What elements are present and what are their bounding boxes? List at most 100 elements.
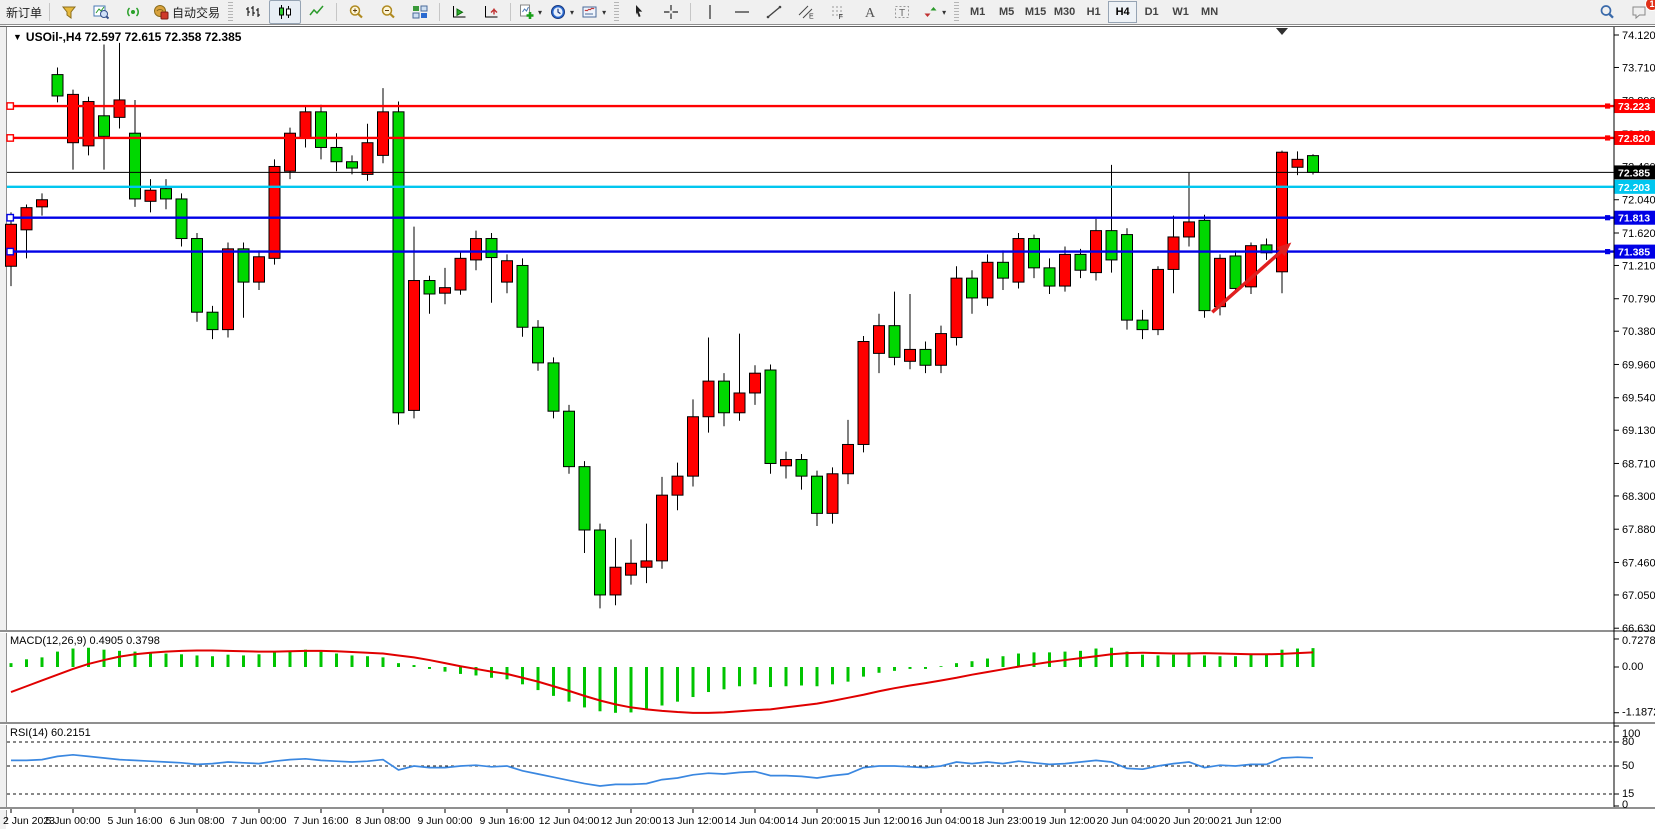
svg-text:13 Jun 12:00: 13 Jun 12:00 <box>663 815 724 827</box>
price-tick-label: 67.460 <box>1622 557 1655 569</box>
timeframe-button-m15[interactable]: M15 <box>1024 6 1047 18</box>
textT-icon: T <box>895 6 910 19</box>
price-tick-label: 69.540 <box>1622 393 1655 405</box>
svg-text:71.385: 71.385 <box>1618 247 1650 259</box>
horizontal-line-button[interactable] <box>726 0 758 24</box>
svg-text:72.203: 72.203 <box>1618 182 1650 194</box>
price-level-lines[interactable] <box>6 102 1614 256</box>
timeframe-button-d1[interactable]: D1 <box>1144 6 1159 18</box>
svg-text:7 Jun 00:00: 7 Jun 00:00 <box>232 815 287 827</box>
timeframe-button-m30[interactable]: M30 <box>1053 6 1076 18</box>
vertical-line-button[interactable] <box>694 0 726 24</box>
toolbar-drag-handle[interactable] <box>614 2 620 22</box>
signals-button[interactable] <box>117 0 149 24</box>
chart-symbol-label[interactable]: ▼ USOil-,H4 72.597 72.615 72.358 72.385 <box>13 30 241 44</box>
auto-scroll-button[interactable] <box>443 0 475 24</box>
templates-button[interactable]: ▾ <box>578 0 610 24</box>
arrows-button[interactable]: ▾ <box>918 0 950 24</box>
candlestick-chart-button[interactable] <box>269 0 302 24</box>
svg-text:72.385: 72.385 <box>1618 167 1650 179</box>
svg-text:9 Jun 00:00: 9 Jun 00:00 <box>418 815 473 827</box>
svg-text:16 Jun 04:00: 16 Jun 04:00 <box>911 815 972 827</box>
svg-text:2 Jun 2023: 2 Jun 2023 <box>3 815 55 827</box>
toolbar-separator <box>690 3 692 21</box>
svg-text:A: A <box>865 6 876 20</box>
clock-icon <box>551 5 566 19</box>
funnel-icon <box>61 6 77 19</box>
timeframe-button-h1[interactable]: H1 <box>1086 6 1101 18</box>
macd-indicator-label: MACD(12,26,9) 0.4905 0.3798 <box>10 635 160 647</box>
chevron-down-icon: ▾ <box>538 7 543 17</box>
channel-icon: E <box>798 5 814 20</box>
template-icon <box>582 6 597 18</box>
chart-search-icon <box>93 5 110 20</box>
auto-scroll-icon <box>453 6 466 18</box>
chevron-down-icon: ▾ <box>942 7 947 17</box>
price-chart[interactable]: 74.12073.71073.29072.87072.46072.04071.6… <box>0 25 1655 829</box>
svg-text:12 Jun 04:00: 12 Jun 04:00 <box>539 815 600 827</box>
chart-shift-marker[interactable] <box>1276 28 1288 35</box>
timeframe-button-m1[interactable]: M1 <box>969 6 986 18</box>
timeframe-button-mn[interactable]: MN <box>1201 6 1219 18</box>
textA-icon: A <box>865 6 876 20</box>
search-icon <box>1600 5 1614 19</box>
trendline-button[interactable] <box>758 0 790 24</box>
text-label-button[interactable]: T <box>886 0 918 24</box>
tile-windows-button[interactable] <box>404 0 436 24</box>
autotrade-icon <box>154 5 169 20</box>
toolbar-drag-handle[interactable] <box>954 2 960 22</box>
timeframe-button-h4[interactable]: H4 <box>1108 1 1138 23</box>
zoom-in-icon <box>349 5 363 19</box>
zoom-out-icon <box>381 5 395 19</box>
new-order-button[interactable]: 新订单 <box>2 0 46 24</box>
auto-trading-button-label: 自动交易 <box>172 5 221 20</box>
toolbar-drag-handle[interactable] <box>228 2 234 22</box>
svg-text:19 Jun 12:00: 19 Jun 12:00 <box>1035 815 1096 827</box>
svg-text:F: F <box>839 12 844 20</box>
svg-text:71.813: 71.813 <box>1618 213 1650 225</box>
zoom-out-button[interactable] <box>372 0 404 24</box>
data-window-button[interactable] <box>85 0 117 24</box>
svg-text:12 Jun 20:00: 12 Jun 20:00 <box>601 815 662 827</box>
price-tick-label: 74.120 <box>1622 30 1655 42</box>
cursor-button[interactable] <box>623 0 655 24</box>
svg-text:9 Jun 16:00: 9 Jun 16:00 <box>480 815 535 827</box>
timeframe-button-m5[interactable]: M5 <box>998 6 1015 18</box>
timeframe-button-w1[interactable]: W1 <box>1172 6 1189 18</box>
periods-button[interactable]: ▾ <box>546 0 578 24</box>
toolbar-separator <box>49 3 51 21</box>
hline-icon <box>735 11 750 13</box>
chevron-down-icon: ▼ <box>13 32 22 42</box>
svg-text:100: 100 <box>1622 728 1640 740</box>
chart-shift-button[interactable] <box>475 0 507 24</box>
trend-arrow[interactable] <box>1211 246 1287 314</box>
equidistant-channel-button[interactable]: E <box>790 0 822 24</box>
macd-signal-line <box>10 649 1314 714</box>
price-tick-label: 69.960 <box>1622 359 1655 371</box>
market-watch-button[interactable] <box>53 0 85 24</box>
fibo-icon: F <box>832 6 845 20</box>
crosshair-button[interactable] <box>655 0 687 24</box>
price-badges: 73.223 72.820 72.203 71.813 71.385 72.385 <box>1614 99 1655 259</box>
svg-text:80: 80 <box>1622 736 1634 748</box>
fibonacci-button[interactable]: F <box>822 0 854 24</box>
price-tick-label: 66.630 <box>1622 623 1655 635</box>
zoom-in-button[interactable] <box>340 0 372 24</box>
line-chart-button[interactable] <box>301 0 333 24</box>
indicators-button[interactable]: ▾ <box>514 0 546 24</box>
price-tick-label: 68.710 <box>1622 458 1655 470</box>
toolbar-separator <box>510 3 512 21</box>
macd-pane <box>9 647 1315 714</box>
bar-chart-button[interactable] <box>237 0 269 24</box>
notifications-button[interactable]: 1 <box>1623 0 1655 24</box>
text-button[interactable]: A <box>854 0 886 24</box>
search-button[interactable] <box>1591 0 1623 24</box>
notification-badge: 1 <box>1645 0 1655 11</box>
shapes-icon <box>924 7 937 17</box>
svg-text:5 Jun 16:00: 5 Jun 16:00 <box>108 815 163 827</box>
auto-trading-button[interactable]: 自动交易 <box>149 0 224 24</box>
svg-text:50: 50 <box>1622 760 1634 772</box>
svg-text:14 Jun 20:00: 14 Jun 20:00 <box>787 815 848 827</box>
